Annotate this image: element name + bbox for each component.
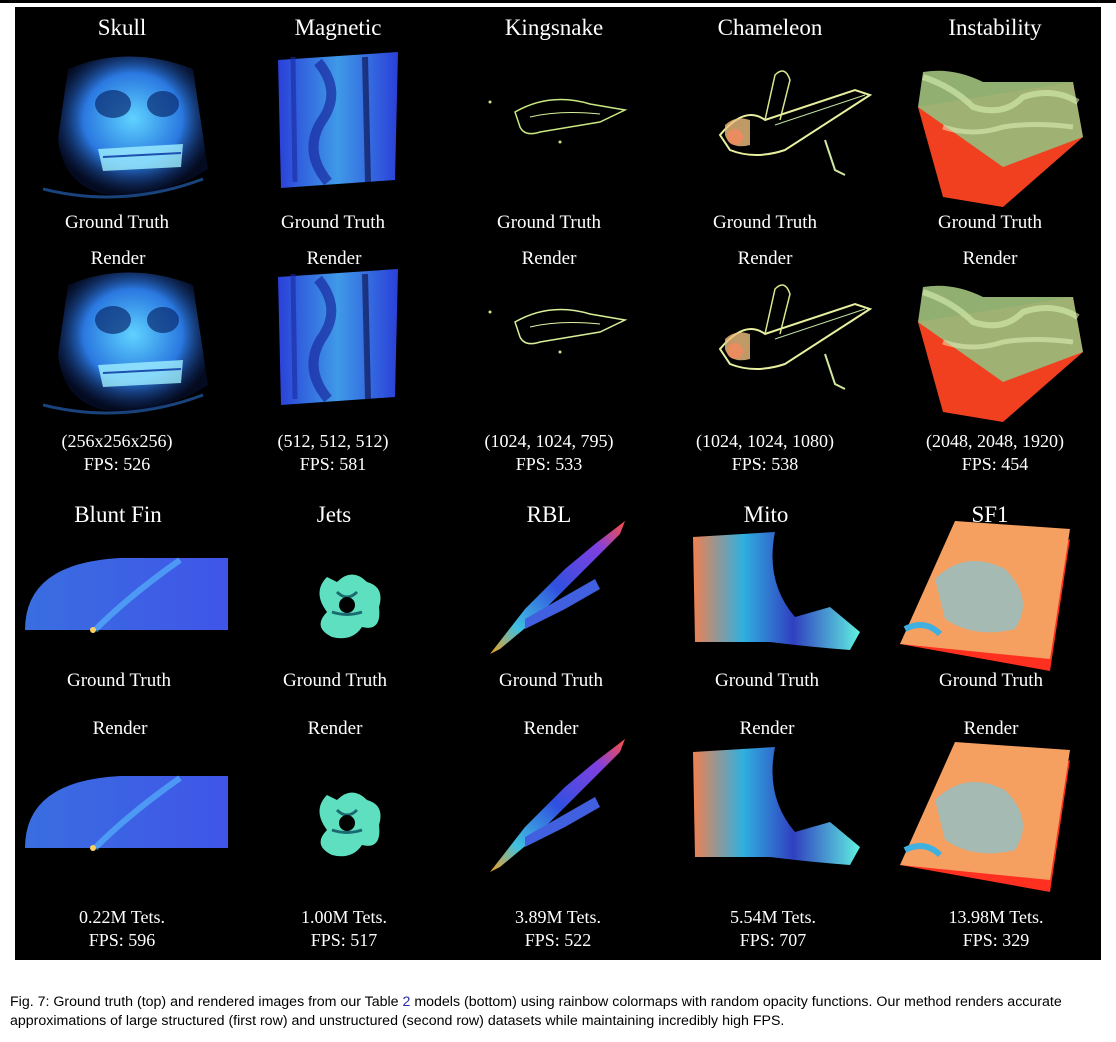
dataset-fps-rbl: FPS: 522 — [524, 930, 592, 950]
mito-render-image — [693, 747, 860, 865]
dataset-fps-magnetic: FPS: 581 — [299, 454, 367, 474]
render-label-magnetic: Render — [306, 248, 362, 269]
magnetic-ground-truth-image — [278, 52, 398, 188]
kingsnake-ground-truth-image — [488, 98, 628, 144]
render-label-instability: Render — [962, 248, 1018, 269]
dataset-size-rbl: 3.89M Tets. — [515, 907, 601, 927]
dataset-fps-kingsnake: FPS: 533 — [515, 454, 583, 474]
dataset-size-magnetic: (512, 512, 512) — [277, 431, 389, 451]
ground-truth-label-rbl: Ground Truth — [499, 670, 603, 691]
caption-text-before: Ground truth (top) and rendered images f… — [49, 994, 403, 1010]
ground-truth-label-skull: Ground Truth — [65, 212, 169, 233]
dataset-fps-mito: FPS: 707 — [739, 930, 807, 950]
ground-truth-label-instability: Ground Truth — [938, 212, 1042, 233]
top-rule — [0, 0, 1116, 3]
ground-truth-label-kingsnake: Ground Truth — [497, 212, 601, 233]
dataset-size-instability: (2048, 2048, 1920) — [926, 431, 1064, 451]
blunt-fin-render-image — [25, 775, 228, 851]
instability-render-image — [918, 285, 1083, 422]
dataset-title-kingsnake: Kingsnake — [504, 15, 604, 40]
dataset-title-rbl: RBL — [526, 502, 572, 527]
dataset-title-instability: Instability — [948, 15, 1042, 40]
rbl-render-image — [490, 739, 625, 872]
render-label-jets: Render — [307, 718, 363, 739]
caption-text-after: models (bottom) using rainbow colormaps … — [10, 994, 1062, 1029]
ground-truth-label-blunt-fin: Ground Truth — [67, 670, 171, 691]
dataset-fps-blunt-fin: FPS: 596 — [88, 930, 156, 950]
render-label-rbl: Render — [523, 718, 579, 739]
dataset-size-mito: 5.54M Tets. — [730, 907, 816, 927]
render-label-blunt-fin: Render — [92, 718, 148, 739]
chameleon-ground-truth-image — [718, 70, 873, 176]
figure-panel: Skull Magnetic Kingsnake Chameleon Insta… — [15, 7, 1101, 960]
chameleon-render-image — [718, 284, 873, 390]
magnetic-render-image — [278, 269, 398, 405]
dataset-fps-chameleon: FPS: 538 — [731, 454, 799, 474]
caption-label: Fig. 7: — [10, 994, 50, 1010]
dataset-size-blunt-fin: 0.22M Tets. — [79, 907, 165, 927]
ground-truth-label-magnetic: Ground Truth — [281, 212, 385, 233]
dataset-fps-instability: FPS: 454 — [961, 454, 1029, 474]
dataset-size-kingsnake: (1024, 1024, 795) — [484, 431, 614, 451]
render-label-chameleon: Render — [737, 248, 793, 269]
dataset-size-sf1: 13.98M Tets. — [948, 907, 1044, 927]
ground-truth-label-mito: Ground Truth — [715, 670, 819, 691]
skull-render-image — [43, 272, 208, 415]
render-label-sf1: Render — [963, 718, 1019, 739]
dataset-title-jets: Jets — [316, 502, 352, 527]
figure-caption: Fig. 7: Ground truth (top) and rendered … — [10, 993, 1110, 1031]
ground-truth-label-jets: Ground Truth — [283, 670, 387, 691]
instability-ground-truth-image — [918, 70, 1083, 207]
dataset-title-chameleon: Chameleon — [717, 15, 823, 40]
render-label-mito: Render — [739, 718, 795, 739]
dataset-title-blunt-fin: Blunt Fin — [74, 502, 162, 527]
kingsnake-render-image — [488, 308, 628, 354]
dataset-title-mito: Mito — [743, 502, 789, 527]
jets-ground-truth-image — [319, 574, 381, 639]
dataset-size-skull: (256x256x256) — [61, 431, 173, 451]
ground-truth-label-sf1: Ground Truth — [939, 670, 1043, 691]
ground-truth-label-chameleon: Ground Truth — [713, 212, 817, 233]
dataset-size-chameleon: (1024, 1024, 1080) — [696, 431, 834, 451]
dataset-title-magnetic: Magnetic — [294, 15, 382, 40]
dataset-fps-jets: FPS: 517 — [310, 930, 378, 950]
dataset-fps-skull: FPS: 526 — [83, 454, 151, 474]
jets-render-image — [319, 792, 381, 857]
skull-ground-truth-image — [43, 56, 208, 199]
mito-ground-truth-image — [693, 532, 860, 650]
dataset-size-jets: 1.00M Tets. — [301, 907, 387, 927]
table-reference-link[interactable]: 2 — [402, 994, 411, 1010]
dataset-title-skull: Skull — [97, 15, 147, 40]
sf1-render-image — [900, 742, 1070, 892]
dataset-fps-sf1: FPS: 329 — [962, 930, 1030, 950]
render-label-skull: Render — [90, 248, 146, 269]
render-label-kingsnake: Render — [521, 248, 577, 269]
blunt-fin-ground-truth-image — [25, 557, 228, 633]
rbl-ground-truth-image — [490, 521, 625, 654]
sf1-ground-truth-image — [900, 521, 1070, 671]
